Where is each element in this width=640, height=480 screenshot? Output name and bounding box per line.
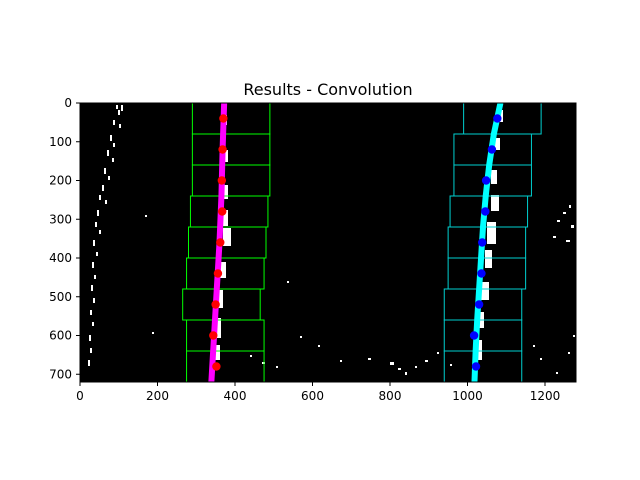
x-tick-label-200: 200 — [146, 389, 169, 403]
x-tick-label-400: 400 — [224, 389, 247, 403]
y-tick-label-700: 700 — [49, 367, 72, 381]
left-point-5 — [213, 269, 223, 278]
left-point-0 — [219, 114, 228, 123]
left-point-4 — [216, 238, 225, 247]
plot-frame — [79, 102, 577, 383]
y-tick-label-100: 100 — [49, 135, 72, 149]
left-point-6 — [211, 300, 220, 309]
x-axis: 0 200 400 600 800 1000 1200 — [76, 382, 560, 403]
left-point-2 — [217, 176, 227, 185]
right-point-2 — [481, 176, 491, 185]
left-point-3 — [218, 207, 227, 216]
right-point-5 — [477, 269, 486, 278]
right-point-3 — [481, 207, 490, 216]
left-curb-pixels — [88, 105, 123, 366]
x-tick-label-800: 800 — [379, 389, 402, 403]
y-axis: 0 100 200 300 400 500 600 700 — [49, 96, 80, 381]
left-point-7 — [209, 331, 218, 340]
right-point-4 — [478, 238, 487, 247]
noise-pixels — [145, 205, 575, 375]
y-tick-label-400: 400 — [49, 251, 72, 265]
y-tick-label-300: 300 — [49, 212, 72, 226]
right-point-0 — [493, 114, 502, 123]
right-window-8 — [443, 350, 523, 382]
chart-title: Results - Convolution — [243, 80, 412, 99]
right-point-1 — [487, 145, 497, 154]
left-point-1 — [218, 145, 227, 154]
left-point-8 — [212, 362, 221, 371]
left-window-8 — [186, 350, 265, 382]
right-point-6 — [474, 300, 484, 309]
x-tick-label-0: 0 — [76, 389, 84, 403]
window-centroids — [209, 114, 502, 371]
x-tick-label-1200: 1200 — [530, 389, 561, 403]
y-tick-label-200: 200 — [49, 174, 72, 188]
right-point-7 — [469, 331, 479, 340]
y-tick-label-0: 0 — [64, 96, 72, 110]
right-point-8 — [471, 362, 481, 371]
y-tick-label-500: 500 — [49, 290, 72, 304]
y-tick-label-600: 600 — [49, 329, 72, 343]
x-tick-label-600: 600 — [301, 389, 324, 403]
plot-area — [80, 103, 576, 382]
x-tick-label-1000: 1000 — [452, 389, 483, 403]
